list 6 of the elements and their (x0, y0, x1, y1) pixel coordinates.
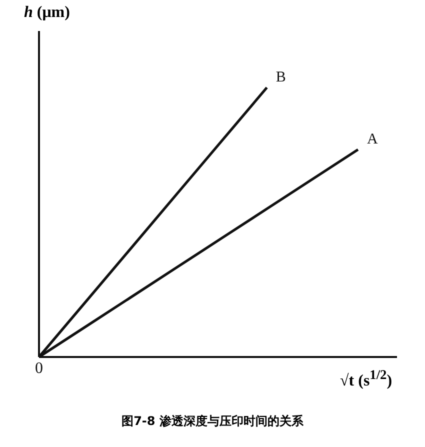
y-axis-title: h (μm) (24, 4, 70, 22)
series-label: B (276, 70, 286, 86)
text: 图7-8 渗透深度与压印时间的关系 (120, 413, 304, 430)
text: 0 (34, 360, 44, 378)
x-axis-title: √t (s$^{1/2}$) (340, 367, 392, 390)
series-label: A (367, 132, 378, 148)
